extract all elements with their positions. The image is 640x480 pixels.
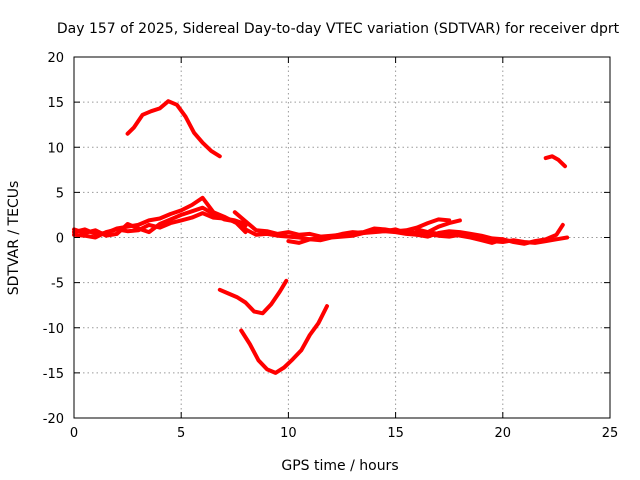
- x-tick-label: 20: [495, 426, 512, 441]
- x-tick-labels: 0 5 10 15 20 25: [70, 426, 618, 441]
- series-arc-main-3: [72, 211, 248, 240]
- x-tick-label: 15: [387, 426, 404, 441]
- series-arc-neg-lower: [239, 304, 329, 375]
- y-tick-label: -10: [43, 322, 64, 337]
- axis-ticks: [73, 56, 611, 419]
- x-tick-label: 10: [280, 426, 297, 441]
- series-arc-late-2: [415, 222, 565, 246]
- series-arc-high-right: [543, 154, 567, 169]
- chart-title: Day 157 of 2025, Sidereal Day-to-day VTE…: [57, 21, 620, 37]
- y-tick-label: -5: [51, 277, 64, 292]
- y-tick-labels: -20 -15 -10 -5 0 5 10 15 20: [43, 51, 64, 427]
- y-axis-label: SDTVAR / TECUs: [6, 181, 22, 296]
- y-tick-label: 15: [47, 96, 64, 111]
- series-arc-main-2: [72, 205, 248, 238]
- series-arc-neg-upper: [217, 278, 289, 316]
- x-tick-label: 0: [70, 426, 78, 441]
- y-tick-label: -15: [43, 367, 64, 382]
- y-tick-label: 10: [47, 141, 64, 156]
- y-tick-label: 20: [47, 51, 64, 66]
- series-arc-high-left: [125, 99, 222, 159]
- x-axis-label: GPS time / hours: [281, 458, 398, 474]
- y-tick-label: 0: [56, 232, 64, 247]
- data-series: [72, 99, 570, 375]
- x-tick-label: 25: [602, 426, 619, 441]
- y-tick-label: -20: [43, 412, 64, 427]
- series-arc-mid-3: [286, 228, 505, 245]
- y-tick-label: 5: [56, 186, 64, 201]
- x-tick-label: 5: [177, 426, 185, 441]
